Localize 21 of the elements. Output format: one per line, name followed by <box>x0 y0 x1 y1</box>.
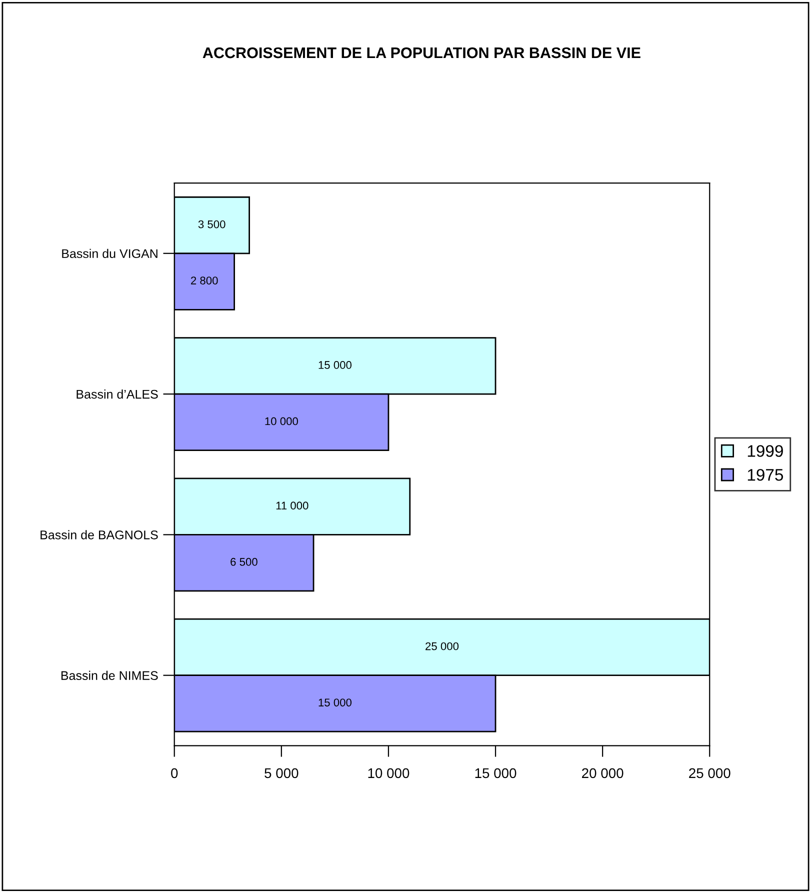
y-tick-label: Bassin de NIMES <box>61 670 158 680</box>
data-label: 11 000 <box>276 502 308 510</box>
y-tick-label: Bassin d’ALES <box>76 390 158 399</box>
chart-title: ACCROISSEMENT DE LA POPULATION PAR BASSIN DE VIE <box>202 47 640 58</box>
y-tick-label: Bassin de BAGNOLS <box>40 530 158 540</box>
x-tick-label: 0 <box>171 768 178 778</box>
data-label: 25 000 <box>426 642 459 650</box>
data-label: 15 000 <box>318 361 352 369</box>
data-label: 2 800 <box>191 276 218 284</box>
data-label: 6 500 <box>230 558 258 566</box>
x-tick-label: 10 000 <box>368 768 410 778</box>
data-label: 3 500 <box>198 220 226 228</box>
x-tick-label: 5 000 <box>264 768 298 778</box>
legend-label: 1999 <box>748 445 783 457</box>
data-label: 15 000 <box>318 698 352 706</box>
legend-label: 1975 <box>748 468 784 481</box>
y-tick-label: Bassin du VIGAN <box>62 248 158 258</box>
data-label: 10 000 <box>265 417 298 426</box>
x-tick-label: 20 000 <box>582 768 624 778</box>
x-tick-label: 25 000 <box>689 768 730 778</box>
x-tick-label: 15 000 <box>475 768 516 778</box>
